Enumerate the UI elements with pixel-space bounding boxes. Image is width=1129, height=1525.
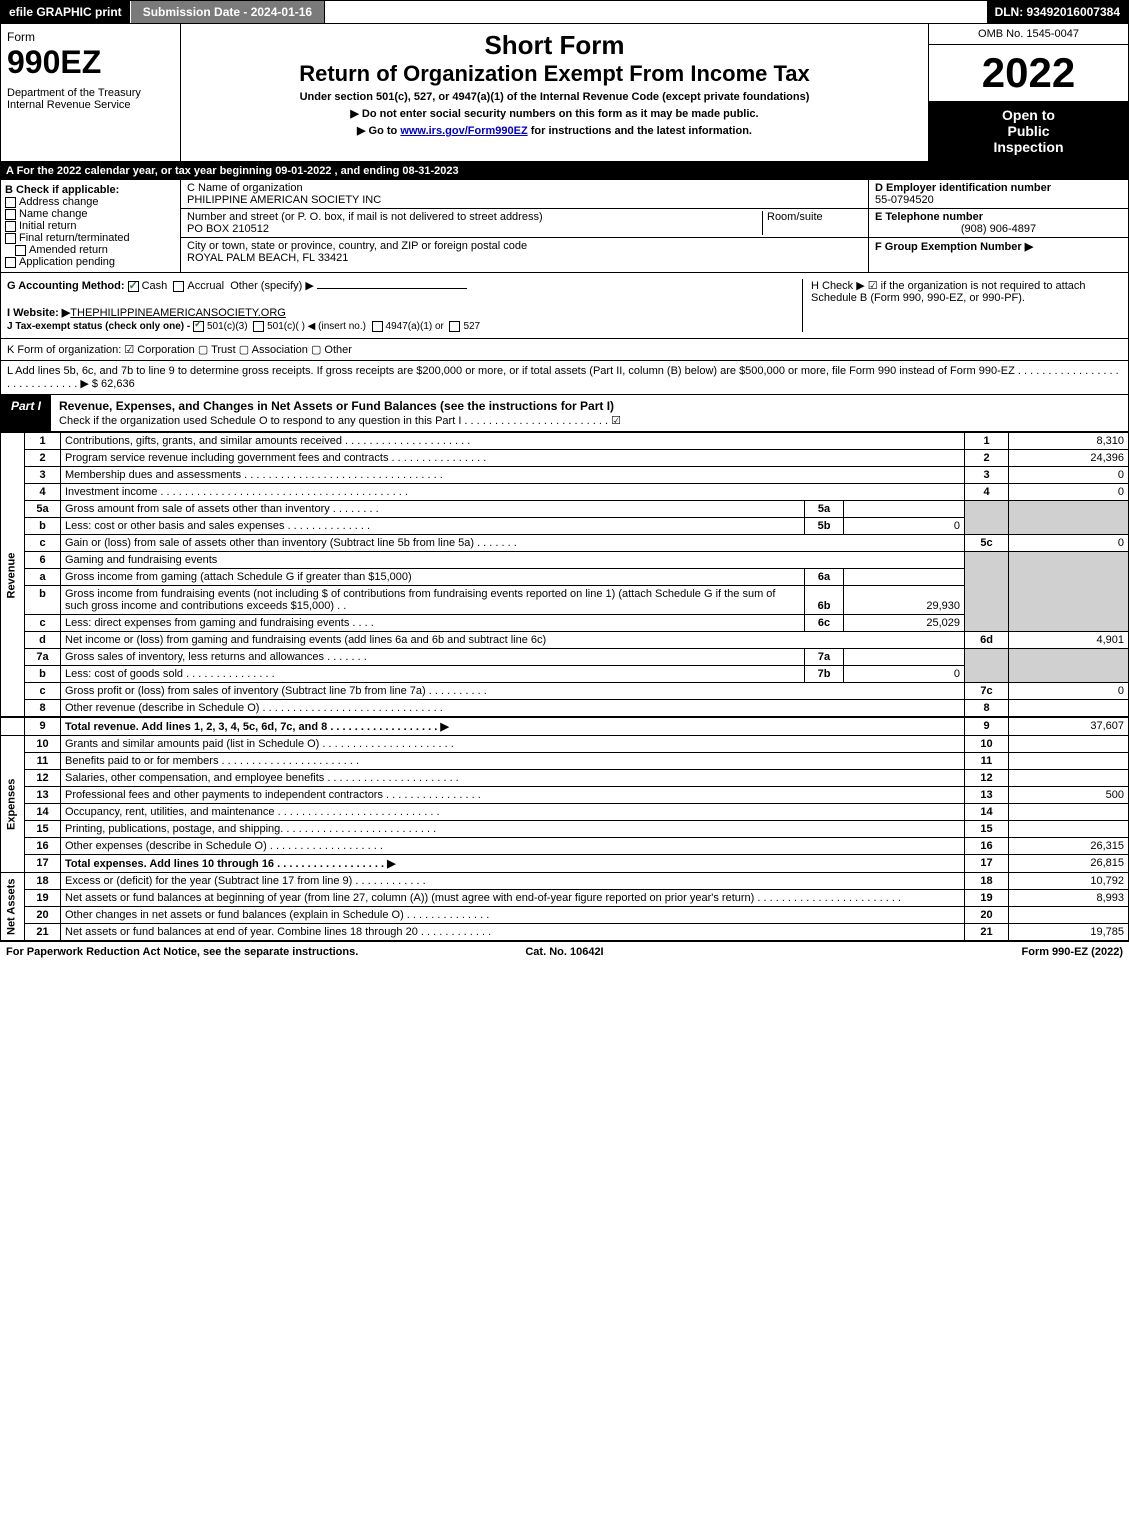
b-opt-0[interactable]: Address change [5,196,176,208]
dln: DLN: 93492016007384 [987,1,1128,23]
inspection-box: Open to Public Inspection [929,101,1128,161]
line-1-val: 8,310 [1009,433,1129,450]
revenue-vert-label: Revenue [1,433,25,718]
j-tax-exempt: J Tax-exempt status (check only one) - 5… [7,321,802,332]
part1-label: Part I [1,395,51,431]
form-label: Form [7,30,174,44]
section-g-left: G Accounting Method: Cash Accrual Other … [7,279,802,332]
d-ein: D Employer identification number 55-0794… [869,180,1128,209]
header-left: Form 990EZ Department of the Treasury In… [1,24,181,161]
b-opt-3[interactable]: Final return/terminated [5,232,176,244]
g-accounting: G Accounting Method: Cash Accrual Other … [7,279,802,292]
subtitle: Under section 501(c), 527, or 4947(a)(1)… [187,91,922,103]
short-form-title: Short Form [187,30,922,61]
501c3-checkbox[interactable] [193,321,204,332]
header-right: OMB No. 1545-0047 2022 Open to Public In… [928,24,1128,161]
omb: OMB No. 1545-0047 [929,24,1128,45]
b-opt-5[interactable]: Application pending [5,256,176,268]
part1-table: Revenue 1 Contributions, gifts, grants, … [0,432,1129,941]
topbar: efile GRAPHIC print Submission Date - 20… [0,0,1129,24]
4947-checkbox[interactable] [372,321,383,332]
footer-mid: Cat. No. 10642I [378,946,750,958]
section-h: H Check ▶ ☑ if the organization is not r… [802,279,1122,332]
c-addr: Number and street (or P. O. box, if mail… [181,209,868,238]
cash-checkbox[interactable] [128,281,139,292]
section-c: C Name of organization PHILIPPINE AMERIC… [181,180,868,272]
header-center: Short Form Return of Organization Exempt… [181,24,928,161]
section-b: B Check if applicable: Address change Na… [1,180,181,272]
b-title: B Check if applicable: [5,184,176,196]
i-website: I Website: ▶THEPHILIPPINEAMERICANSOCIETY… [7,306,802,319]
netassets-vert-label: Net Assets [1,873,25,941]
accrual-checkbox[interactable] [173,281,184,292]
line-1-desc: Contributions, gifts, grants, and simila… [61,433,965,450]
part1-title: Revenue, Expenses, and Changes in Net As… [51,395,1128,431]
row-l: L Add lines 5b, 6c, and 7b to line 9 to … [0,361,1129,395]
return-title: Return of Organization Exempt From Incom… [187,61,922,87]
section-bc: B Check if applicable: Address change Na… [0,180,1129,273]
row-a: A For the 2022 calendar year, or tax yea… [0,162,1129,180]
e-phone: E Telephone number (908) 906-4897 [869,209,1128,238]
527-checkbox[interactable] [449,321,460,332]
f-group: F Group Exemption Number ▶ [869,238,1128,255]
part1-header: Part I Revenue, Expenses, and Changes in… [0,395,1129,432]
form-header: Form 990EZ Department of the Treasury In… [0,24,1129,162]
footer-left: For Paperwork Reduction Act Notice, see … [6,946,378,958]
dept-label: Department of the Treasury Internal Reve… [7,87,174,111]
b-opt-4[interactable]: Amended return [5,244,176,256]
c-city: City or town, state or province, country… [181,238,868,266]
line-1-num: 1 [25,433,61,450]
501c-checkbox[interactable] [253,321,264,332]
note1: ▶ Do not enter social security numbers o… [187,107,922,120]
c-name: C Name of organization PHILIPPINE AMERIC… [181,180,868,209]
note2: ▶ Go to www.irs.gov/Form990EZ for instru… [187,124,922,137]
line-1-ln: 1 [965,433,1009,450]
submission-date: Submission Date - 2024-01-16 [131,1,325,23]
footer: For Paperwork Reduction Act Notice, see … [0,941,1129,962]
row-k: K Form of organization: ☑ Corporation ▢ … [0,339,1129,361]
irs-link[interactable]: www.irs.gov/Form990EZ [400,125,527,137]
section-ghi: G Accounting Method: Cash Accrual Other … [0,273,1129,339]
section-de: D Employer identification number 55-0794… [868,180,1128,272]
expenses-vert-label: Expenses [1,736,25,873]
b-opt-1[interactable]: Name change [5,208,176,220]
b-opt-2[interactable]: Initial return [5,220,176,232]
footer-right: Form 990-EZ (2022) [751,946,1123,958]
form-number: 990EZ [7,44,174,81]
efile-print[interactable]: efile GRAPHIC print [1,1,131,23]
tax-year: 2022 [929,45,1128,101]
